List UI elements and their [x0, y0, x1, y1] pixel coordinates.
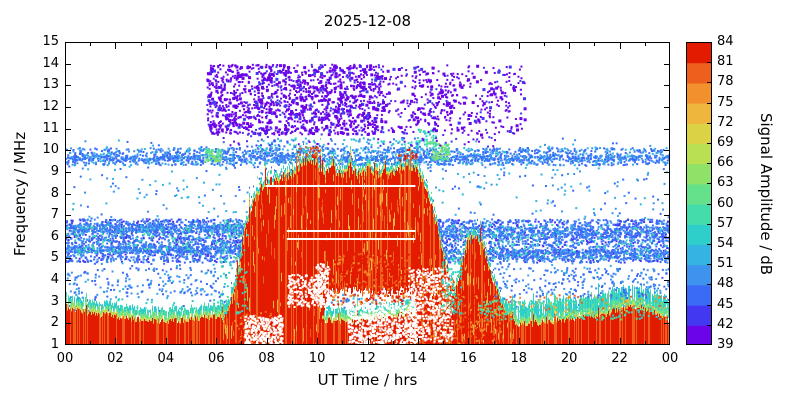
colorbar: [686, 42, 712, 345]
y-tick-label: 6: [50, 228, 59, 244]
y-tick-label: 11: [42, 120, 59, 136]
colorbar-tick-label: 48: [717, 276, 734, 292]
y-tick-label: 4: [50, 272, 59, 288]
colorbar-tick-label: 60: [717, 195, 734, 211]
x-tick-label: 14: [409, 351, 427, 366]
colorbar-tick-label: 66: [717, 155, 734, 171]
y-tick-label: 14: [42, 55, 59, 71]
x-tick-label: 00: [661, 351, 679, 366]
colorbar-tick-label: 45: [717, 296, 734, 312]
y-tick-label: 7: [50, 207, 59, 223]
y-tick-label: 12: [42, 98, 59, 114]
colorbar-label: Signal Amplitude / dB: [757, 112, 775, 276]
colorbar-tick-label: 63: [717, 175, 734, 191]
x-tick-label: 06: [207, 351, 225, 366]
x-tick-label: 08: [258, 351, 275, 366]
y-tick-label: 9: [50, 163, 59, 179]
colorbar-tick-label: 51: [717, 256, 734, 272]
x-tick-label: 12: [359, 351, 376, 366]
y-tick-label: 8: [50, 185, 59, 201]
spectrogram-canvas: [65, 42, 670, 345]
x-tick-label: 10: [308, 351, 326, 366]
colorbar-tick-label: 42: [717, 316, 734, 332]
chart-title: 2025-12-08: [323, 12, 412, 30]
y-tick-label: 1: [50, 337, 59, 352]
x-tick-label: 04: [157, 351, 175, 366]
colorbar-tick-label: 81: [717, 54, 734, 70]
colorbar-tick-label: 75: [717, 94, 734, 110]
colorbar-tick-label: 78: [717, 74, 734, 90]
colorbar-tick-label: 84: [717, 34, 734, 49]
colorbar-tick-label: 54: [717, 236, 734, 251]
y-tick-label: 15: [42, 34, 59, 49]
y-tick-label: 2: [50, 315, 59, 331]
colorbar-tick-label: 72: [717, 114, 734, 130]
y-tick-label: 5: [50, 250, 59, 266]
x-tick-label: 02: [107, 351, 124, 366]
y-tick-label: 3: [50, 293, 59, 309]
x-tick-label: 20: [560, 351, 578, 366]
colorbar-tick-label: 69: [717, 135, 734, 150]
x-tick-label: 00: [56, 351, 74, 366]
x-axis-label: UT Time / hrs: [317, 371, 418, 389]
x-tick-label: 22: [611, 351, 628, 366]
y-tick-label: 10: [42, 142, 59, 158]
x-tick-label: 18: [510, 351, 528, 366]
colorbar-tick-label: 57: [717, 215, 734, 231]
colorbar-tick-label: 39: [717, 337, 734, 352]
x-tick-label: 16: [460, 351, 477, 366]
y-tick-label: 13: [42, 77, 59, 93]
y-axis-label: Frequency / MHz: [11, 131, 29, 257]
